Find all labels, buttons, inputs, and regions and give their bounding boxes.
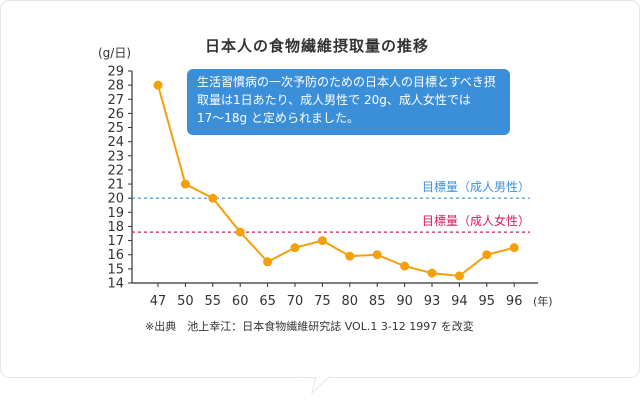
y-tick-label: 24 (107, 135, 124, 150)
data-point (345, 251, 355, 261)
x-tick-label: 80 (342, 294, 359, 309)
y-tick-label: 16 (107, 248, 124, 263)
data-point (509, 243, 519, 253)
data-point (208, 193, 218, 203)
x-tick-label: 96 (506, 294, 523, 309)
y-tick-label: 20 (107, 192, 124, 207)
data-point (427, 268, 437, 278)
y-axis-unit-label: (g/日) (98, 46, 132, 60)
data-point (454, 271, 464, 281)
data-point (263, 257, 273, 267)
data-point (317, 236, 327, 246)
data-point (153, 80, 163, 90)
y-tick-label: 27 (107, 93, 124, 108)
x-tick-label: 47 (150, 294, 167, 309)
y-tick-label: 26 (107, 107, 124, 122)
chart-card (0, 0, 640, 378)
x-tick-label: 55 (205, 294, 222, 309)
callout-box: 生活習慣病の一次予防のための日本人の目標とすべき摂取量は1日あたり、成人男性で … (187, 69, 510, 135)
x-tick-label: 65 (259, 294, 276, 309)
y-tick-label: 18 (107, 220, 124, 235)
source-note: ※出典 池上幸江：日本食物繊維研究誌 VOL.1 3-12 1997 を改変 (145, 320, 474, 333)
x-tick-label: 90 (396, 294, 413, 309)
data-point (180, 179, 190, 189)
card-pointer (300, 375, 331, 395)
data-point (290, 243, 300, 253)
y-tick-label: 23 (107, 149, 124, 164)
chart-title: 日本人の食物繊維摂取量の推移 (205, 37, 430, 55)
y-tick-label: 25 (107, 121, 124, 136)
y-tick-label: 14 (107, 277, 124, 292)
data-point (372, 250, 382, 260)
data-point (482, 250, 492, 260)
y-tick-label: 22 (107, 163, 124, 178)
y-tick-label: 21 (107, 178, 124, 193)
y-tick-label: 19 (107, 206, 124, 221)
data-point (400, 261, 410, 271)
reference-line-label: 目標量（成人男性） (422, 180, 530, 194)
series-line (157, 84, 515, 277)
x-tick-label: 60 (232, 294, 249, 309)
y-tick-label: 29 (107, 65, 124, 80)
y-tick-label: 15 (107, 262, 124, 277)
y-tick-label: 17 (107, 234, 124, 249)
x-tick-label: 75 (314, 294, 331, 309)
x-tick-label: 95 (479, 294, 496, 309)
x-tick-label: 50 (177, 294, 194, 309)
x-axis-unit-label: (年) (533, 294, 553, 308)
data-point (235, 227, 245, 237)
reference-line-label: 目標量（成人女性） (422, 213, 530, 228)
x-tick-label: 93 (424, 294, 441, 309)
x-tick-label: 85 (369, 294, 386, 309)
y-tick-label: 28 (107, 79, 124, 94)
x-tick-label: 94 (451, 294, 468, 309)
x-tick-label: 70 (287, 294, 304, 309)
